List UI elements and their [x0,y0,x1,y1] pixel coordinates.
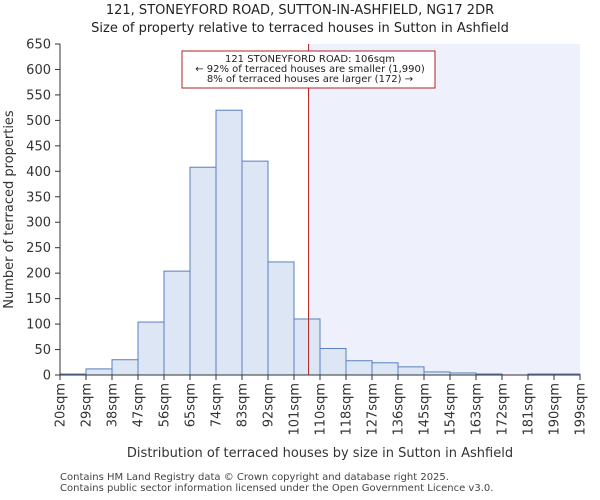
x-tick-label: 92sqm [262,383,277,427]
y-tick-label: 100 [26,318,51,333]
footer-line-1: Contains HM Land Registry data © Crown c… [60,472,449,483]
x-tick-label: 47sqm [132,383,147,427]
x-tick-label: 110sqm [314,383,329,436]
x-tick-label: 65sqm [184,383,199,427]
bar-118sqm [345,360,373,376]
x-tick-label: 190sqm [548,383,563,436]
x-axis: 20sqm 29sqm 38sqm 47sqm 56sqm 65sqm 74sqm 83sqm… [54,374,589,436]
y-tick-label: 400 [26,165,51,180]
y-tick-label: 650 [26,38,51,53]
bar-110sqm [319,348,347,376]
bar-127sqm [371,362,399,376]
bar-74sqm [215,109,243,376]
x-tick-label: 74sqm [210,383,225,427]
annotation-line-3: 8% of terraced houses are larger (172) → [207,74,413,85]
y-tick-label: 0 [43,369,51,384]
x-axis-label: Distribution of terraced houses by size … [127,446,513,461]
x-tick-label: 136sqm [392,383,407,436]
bar-83sqm [241,160,269,376]
footer: Contains HM Land Registry data © Crown c… [60,472,493,494]
x-tick-label: 181sqm [522,383,537,436]
y-tick-label: 450 [26,139,51,154]
bar-101sqm [293,318,321,376]
y-tick-label: 550 [26,88,51,103]
x-tick-label: 172sqm [496,383,511,436]
y-tick-label: 350 [26,190,51,205]
y-tick-label: 600 [26,63,51,78]
larger-properties-region [308,44,580,375]
y-axis: 0 50 100 150 200 250 300 350 400 450 500 550 600 650 [26,38,61,384]
bar-56sqm [163,270,191,376]
annotation-line-1: 121 STONEYFORD ROAD: 106sqm [225,54,395,65]
annotation-box: 121 STONEYFORD ROAD: 106sqm ← 92% of ter… [181,50,436,89]
y-tick-label: 300 [26,216,51,231]
histogram-chart: 050100150200250300350400450500550600650 … [2,38,589,462]
chart-subtitle: Size of property relative to terraced ho… [91,21,509,36]
footer-line-2: Contains public sector information licen… [60,483,494,494]
y-tick-label: 250 [26,241,51,256]
y-tick-label: 500 [26,114,51,129]
x-tick-label: 38sqm [106,383,121,427]
bar-47sqm [137,321,165,376]
bar-92sqm [267,261,295,376]
annotation-line-2: ← 92% of terraced houses are smaller (1,… [195,64,425,75]
y-axis-label: Number of terraced properties [2,110,17,309]
x-tick-label: 145sqm [418,383,433,436]
y-tick-label: 50 [34,343,51,358]
chart-title: 121, STONEYFORD ROAD, SUTTON-IN-ASHFIELD… [105,3,495,18]
chart-title-block: 121, STONEYFORD ROAD, SUTTON-IN-ASHFIELD… [0,2,600,38]
annotation-border [181,50,436,89]
bar-38sqm [111,359,139,376]
x-tick-label: 29sqm [80,383,95,427]
bar-65sqm [189,166,217,376]
x-tick-label: 154sqm [444,383,459,436]
y-tick-label: 200 [26,267,51,282]
x-tick-label: 101sqm [288,383,303,436]
x-tick-label: 56sqm [158,383,173,427]
x-tick-label: 20sqm [54,383,69,427]
bar-136sqm [397,366,425,376]
x-tick-label: 127sqm [366,383,381,436]
x-tick-label: 163sqm [470,383,485,436]
x-tick-label: 83sqm [236,383,251,427]
bars-group [59,109,581,376]
x-tick-label: 118sqm [340,383,355,436]
bar-29sqm [85,368,113,376]
x-tick-label: 199sqm [574,383,589,436]
y-tick-label: 150 [26,292,51,307]
